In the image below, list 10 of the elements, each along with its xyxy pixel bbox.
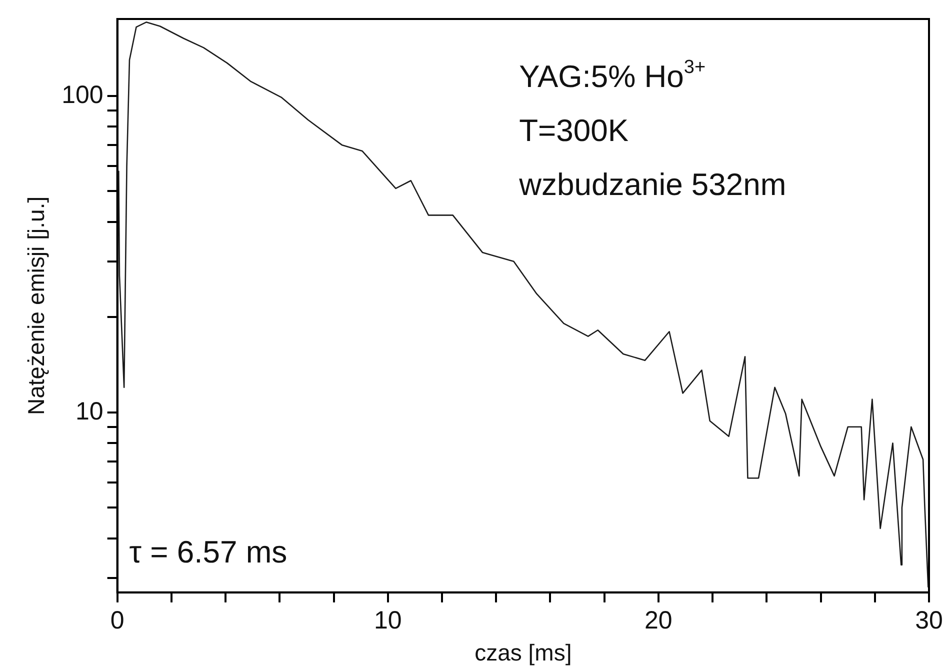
x-axis-title: czas [ms] (474, 640, 572, 666)
x-tick-label: 10 (374, 606, 402, 634)
annotation: wzbudzanie 532nm (518, 167, 786, 202)
y-tick-label: 100 (62, 80, 104, 109)
x-tick-label: 20 (644, 606, 672, 634)
x-tick-label: 30 (915, 606, 943, 634)
y-axis-title: Natężenie emisji [j.u.] (23, 196, 50, 415)
annotation: T=300K (519, 113, 629, 148)
annotation: τ = 6.57 ms (129, 534, 288, 570)
x-tick-label: 0 (110, 606, 124, 634)
